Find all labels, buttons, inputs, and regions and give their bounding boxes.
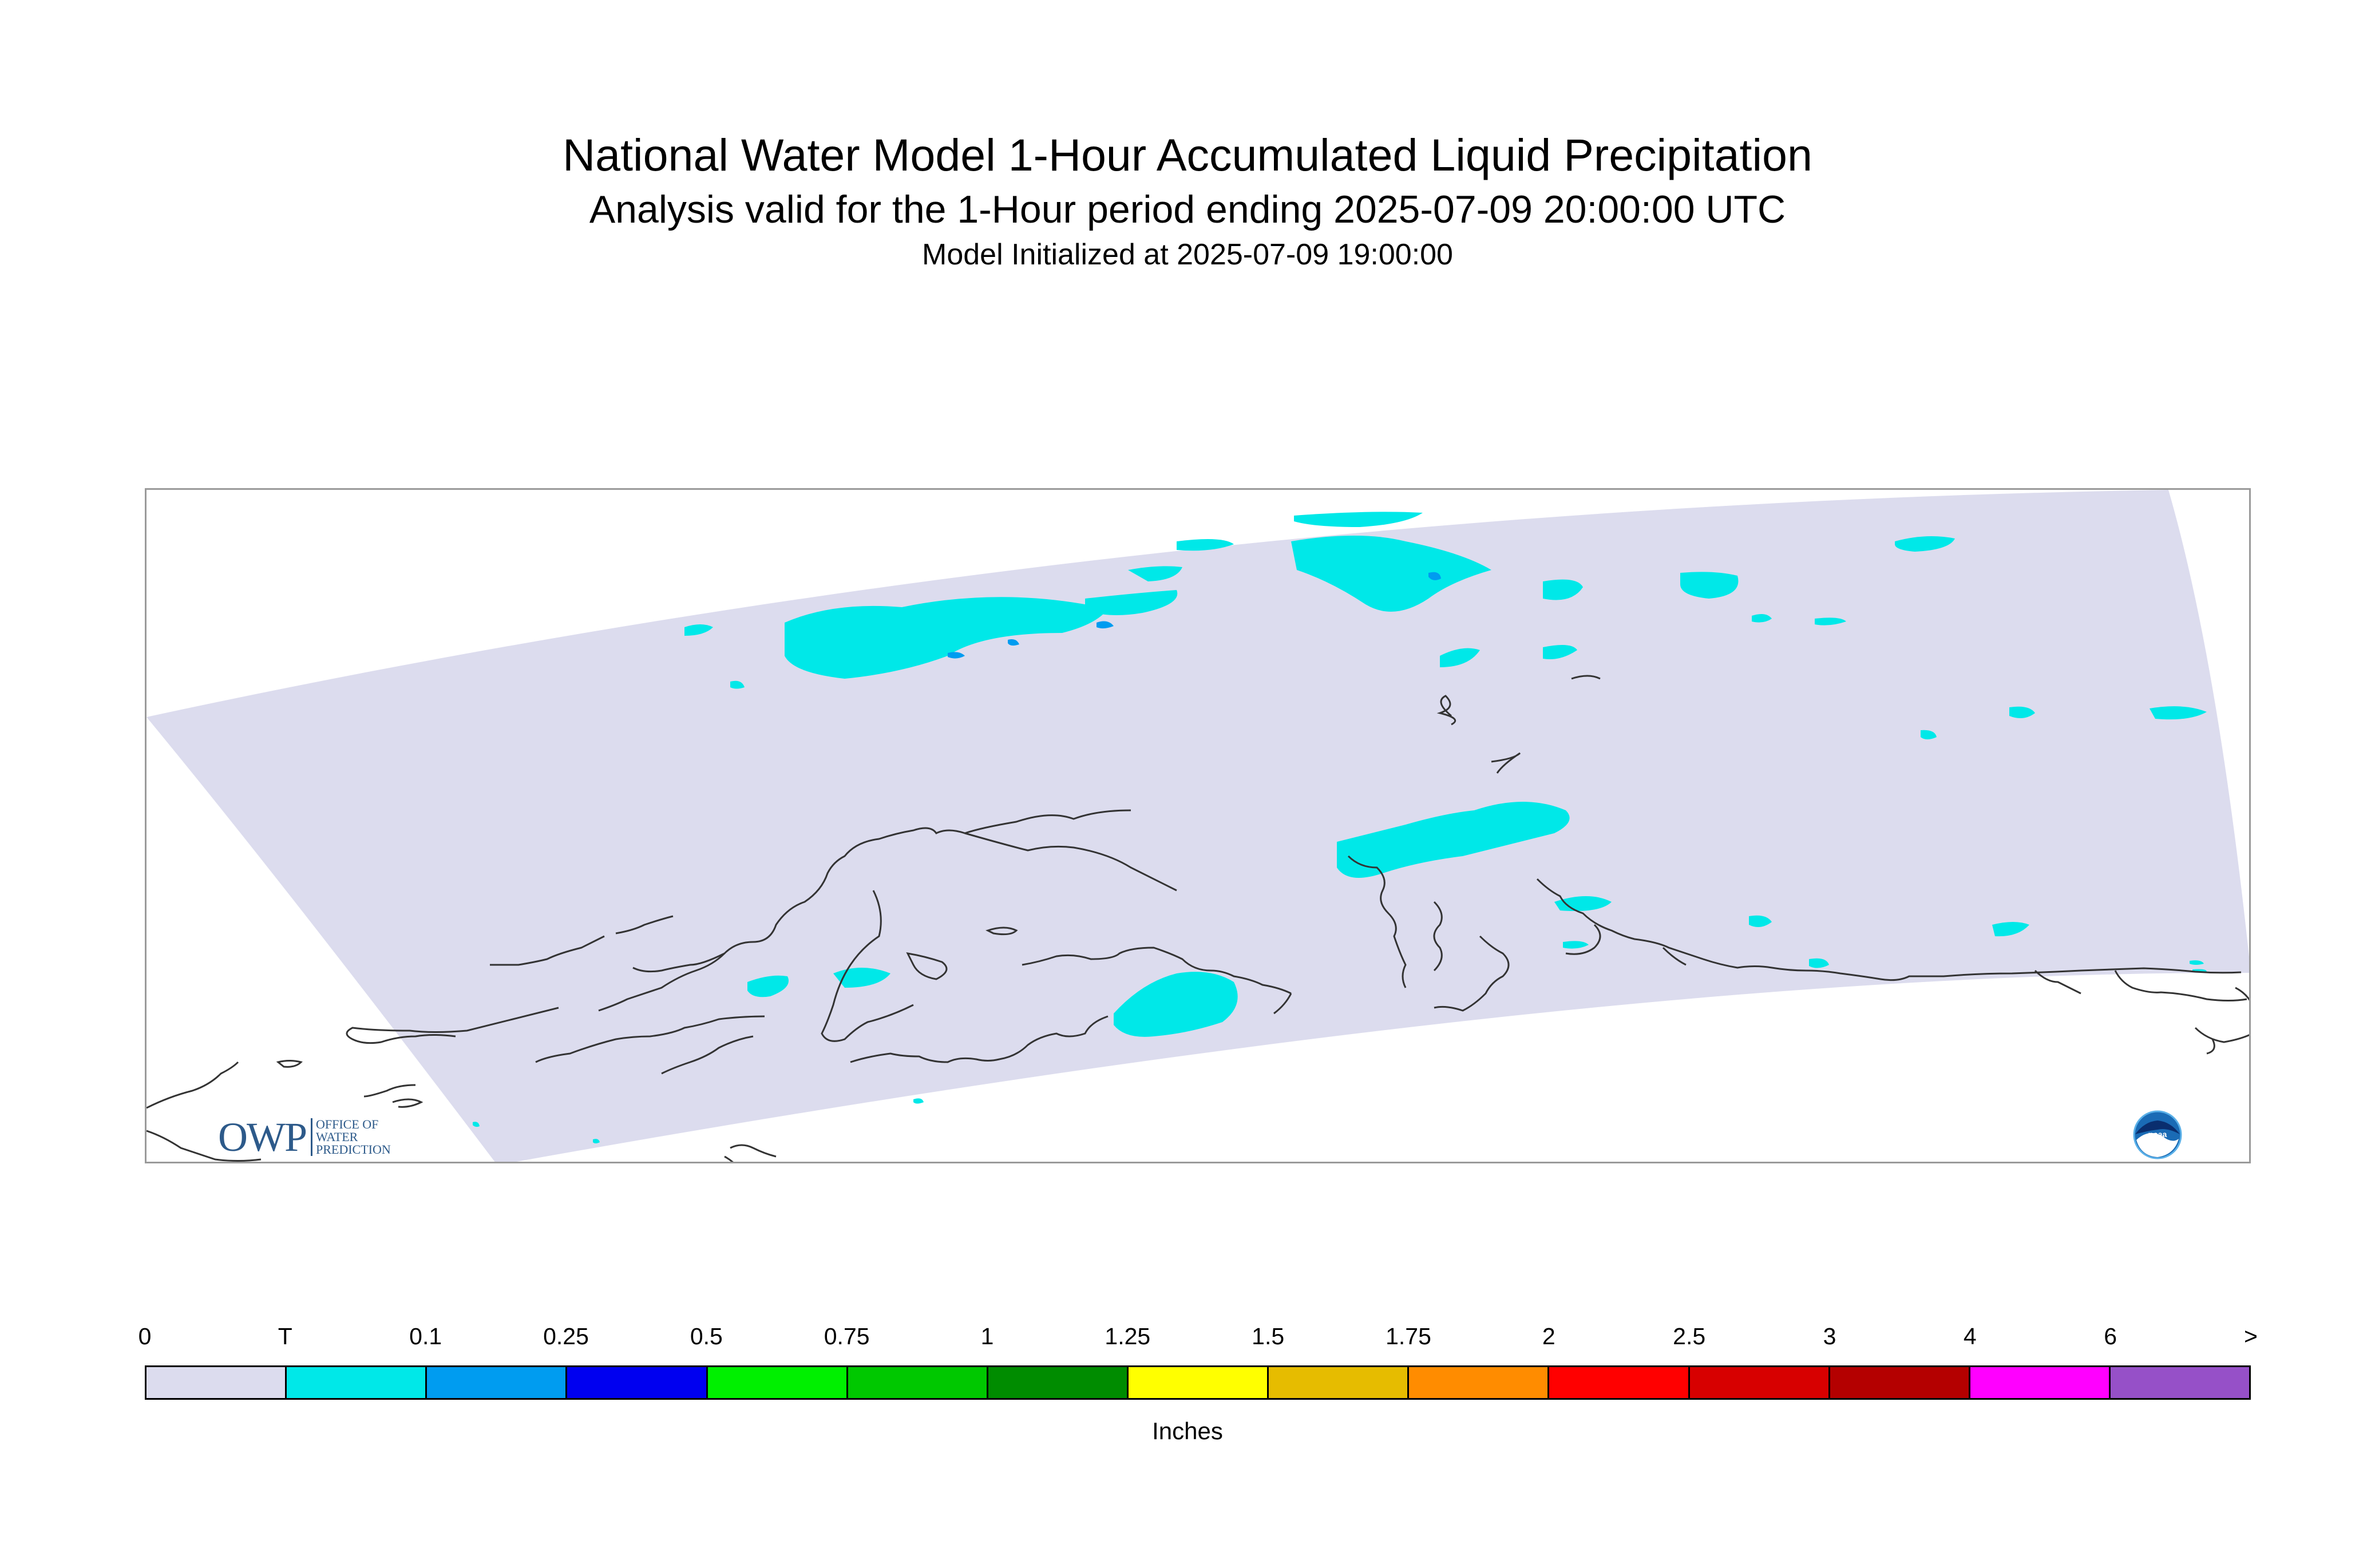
- legend-swatch: [1689, 1367, 1830, 1398]
- precip-map: OWP OFFICE OF WATER PREDICTION noaa: [145, 488, 2251, 1163]
- owp-logo-line1: OFFICE OF: [316, 1117, 379, 1131]
- legend-swatch: [1409, 1367, 1550, 1398]
- legend-tick-label: 0.5: [690, 1323, 723, 1349]
- legend-tick-label: 1.25: [1105, 1323, 1151, 1349]
- page-title: National Water Model 1-Hour Accumulated …: [563, 129, 1812, 180]
- valid-time-subtitle: Analysis valid for the 1-Hour period end…: [589, 188, 1786, 231]
- coastlines: [147, 675, 2249, 1162]
- legend-swatch: [1830, 1367, 1970, 1398]
- legend-tick-label: 6: [2104, 1323, 2117, 1349]
- legend-tick-label: 0.75: [824, 1323, 870, 1349]
- owp-logo-line3: PREDICTION: [316, 1142, 391, 1157]
- owp-logo-line2: WATER: [316, 1130, 358, 1144]
- svg-text:noaa: noaa: [2148, 1130, 2167, 1139]
- legend-swatch: [707, 1367, 848, 1398]
- legend-swatch: [427, 1367, 568, 1398]
- legend-swatch: [567, 1367, 708, 1398]
- legend-swatch: [988, 1367, 1129, 1398]
- color-legend-bar: [145, 1365, 2251, 1400]
- legend-swatch: [848, 1367, 988, 1398]
- legend-tick-label: 2.5: [1673, 1323, 1706, 1349]
- legend-tick-label: 3: [1823, 1323, 1836, 1349]
- legend-tick-label: 4: [1963, 1323, 1977, 1349]
- legend-tick-label: 1: [980, 1323, 994, 1349]
- legend-units-label: Inches: [1152, 1417, 1223, 1444]
- legend-tick-label: 0.1: [409, 1323, 442, 1349]
- legend-tick-label: 0.25: [543, 1323, 589, 1349]
- legend-tick-label: 0: [138, 1323, 152, 1349]
- precip-heavy-areas: [948, 572, 1441, 659]
- legend-tick-label: 2: [1542, 1323, 1555, 1349]
- legend-swatch: [1269, 1367, 1410, 1398]
- legend-swatch: [147, 1367, 287, 1398]
- owp-logo-mark: OWP: [218, 1114, 307, 1160]
- legend-swatch: [2110, 1367, 2250, 1398]
- legend-tick-label: >: [2244, 1323, 2258, 1349]
- precip-trace-areas: [473, 512, 2207, 1143]
- legend-swatch: [1128, 1367, 1269, 1398]
- owp-logo: OWP OFFICE OF WATER PREDICTION: [218, 1116, 391, 1158]
- map-canvas: [147, 490, 2249, 1162]
- legend-tick-label: 1.75: [1386, 1323, 1431, 1349]
- owp-logo-text: OFFICE OF WATER PREDICTION: [311, 1118, 391, 1156]
- noaa-logo-icon: noaa: [2133, 1110, 2182, 1159]
- model-domain: [147, 490, 2249, 1162]
- legend-swatch: [1970, 1367, 2111, 1398]
- model-init-time: Model Initialized at 2025-07-09 19:00:00: [922, 238, 1453, 271]
- legend-tick-label: 1.5: [1252, 1323, 1285, 1349]
- legend-swatch: [1549, 1367, 1690, 1398]
- legend-tick-label: T: [278, 1323, 292, 1349]
- legend-swatch: [287, 1367, 428, 1398]
